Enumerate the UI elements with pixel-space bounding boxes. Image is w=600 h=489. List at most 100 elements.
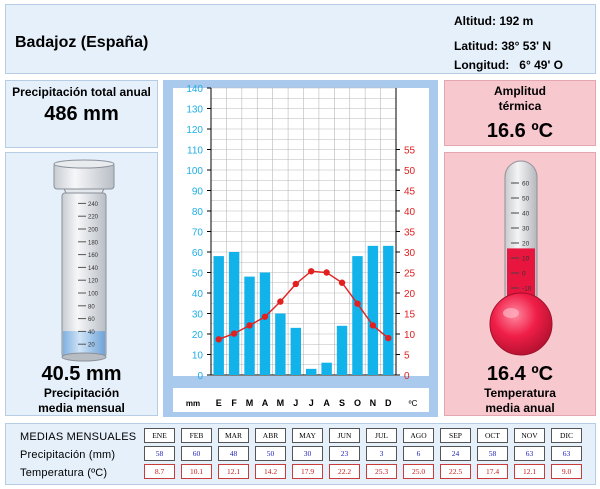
temperature-point [323,269,330,276]
city-name: Badajoz (España) [15,34,149,51]
gauge-tick-label: 80 [88,304,95,310]
gauge-tick-label: 200 [88,228,99,234]
thermo-tick-label: 20 [522,241,530,248]
month-label: N [370,398,377,408]
temperature-cell: 12.1 [218,464,249,479]
gauge-tick-label: 220 [88,215,99,221]
right-axis-unit: ºC [409,399,418,408]
y-tick-label: 20 [192,330,204,341]
thermo-tick-label: 40 [522,211,530,218]
precipitation-bar [367,245,379,375]
thermo-tick-label: 30 [522,226,530,233]
y-tick-label: 90 [192,187,204,198]
annual-precipitation-panel: Precipitación total anual 486 mm [5,80,158,148]
temperature-point [246,322,253,329]
y2-tick-label: 20 [404,289,416,300]
gauge-tick-label: 160 [88,253,99,259]
month-label: J [293,398,298,408]
precipitation-cell: 48 [218,446,249,461]
thermo-tick-label: 0 [522,271,526,278]
temperature-point [215,336,222,343]
month-label: E [216,398,222,408]
precipitation-cell: 50 [255,446,286,461]
month-label: S [339,398,345,408]
month-cell: MAY [292,428,323,443]
y-tick-label: 10 [192,351,204,362]
temperature-point [354,300,361,307]
thermal-amplitude-label: Amplitud térmica [494,84,546,113]
y2-tick-label: 25 [404,269,416,280]
temperature-cell: 14.2 [255,464,286,479]
temperature-point [338,279,346,286]
y-tick-label: 0 [197,371,203,382]
annual-temperature-value: 16.4 ºC [486,363,554,385]
precipitation-cell: 6 [403,446,434,461]
temperature-point [385,334,392,342]
temperature-point [261,313,269,320]
temperature-cell: 9.0 [551,464,582,479]
precipitation-bar [213,256,224,375]
thermo-tick-label: 10 [522,256,530,263]
month-cell: JUN [329,428,360,443]
gauge-tick-label: 100 [88,292,99,298]
left-axis-unit: mm [186,399,200,408]
temperature-cell: 12.1 [514,464,545,479]
water-level [63,331,105,356]
month-cell: DIC [551,428,582,443]
precipitation-cell: 58 [144,446,175,461]
location-header: Badajoz (España) Altitud: 192 m Latitud:… [5,4,596,74]
thermal-amplitude-value: 16.6 ºC [486,120,554,142]
temperature-cell: 22.5 [440,464,471,479]
thermo-tick-label: 60 [522,181,530,188]
y2-tick-label: 35 [404,228,416,239]
precipitation-cell: 63 [551,446,582,461]
month-label: D [385,398,392,408]
gauge-tick-label: 40 [88,330,95,336]
y2-tick-label: 15 [404,310,416,321]
temperature-cell: 17.9 [292,464,323,479]
table-row-label-precipitation: Precipitación (mm) [20,449,116,461]
month-label: A [262,398,269,408]
y-tick-label: 140 [186,84,203,95]
y2-tick-label: 50 [404,166,416,177]
latitude-text: Latitud: 38° 53' N [454,39,552,53]
y-tick-label: 60 [192,248,204,259]
month-label: A [323,398,330,408]
precipitation-bar [383,245,394,375]
annual-temperature-label: Temperatura media anual [484,386,556,415]
rain-gauge-icon: 20 40 60 80 100 120 140 160 180 200 220 240 [53,159,115,362]
thermal-amplitude-panel: Amplitud térmica 16.6 ºC [444,80,596,146]
y2-tick-label: 5 [404,351,410,362]
gauge-tick-label: 60 [88,317,95,323]
gauge-tick-label: 120 [88,279,99,285]
axis-label-strip [173,388,429,412]
month-cell: FEB [181,428,212,443]
gauge-tick-label: 140 [88,266,99,272]
table-row-label-months: MEDIAS MENSUALES [20,431,137,443]
temperature-cell: 25.3 [366,464,397,479]
altitude-text: Altitud: 192 m [454,14,534,28]
y-tick-label: 30 [192,310,204,321]
annual-precipitation-label: Precipitación total anual [12,85,151,99]
month-label: M [246,398,254,408]
monthly-precipitation-label: Precipitación media mensual [38,386,125,415]
y-tick-label: 130 [186,105,203,116]
temperature-cell: 22.2 [329,464,360,479]
month-cell: AGO [403,428,434,443]
table-row-label-temperature: Temperatura (ºC) [20,467,108,479]
precipitation-bar [306,368,317,375]
climate-chart: 0 10 20 30 40 50 60 70 80 90 100 110 120 130 140 0 5 10 15… [163,80,438,417]
monthly-precipitation-value: 40.5 mm [41,363,122,385]
precipitation-cell: 24 [440,446,471,461]
precipitation-cell: 3 [366,446,397,461]
month-label: F [231,398,237,408]
temperature-point [230,330,238,337]
temperature-point [292,280,299,288]
y2-tick-label: 30 [404,248,416,259]
month-cell: OCT [477,428,508,443]
y-tick-label: 80 [192,207,204,218]
monthly-data-table: MEDIAS MENSUALES Precipitación (mm) Temp… [5,423,596,485]
precipitation-bar [321,362,332,375]
y-tick-label: 100 [186,166,203,177]
monthly-precipitation-panel: 20 40 60 80 100 120 140 160 180 200 220 240 40.5 mm… [5,152,158,416]
